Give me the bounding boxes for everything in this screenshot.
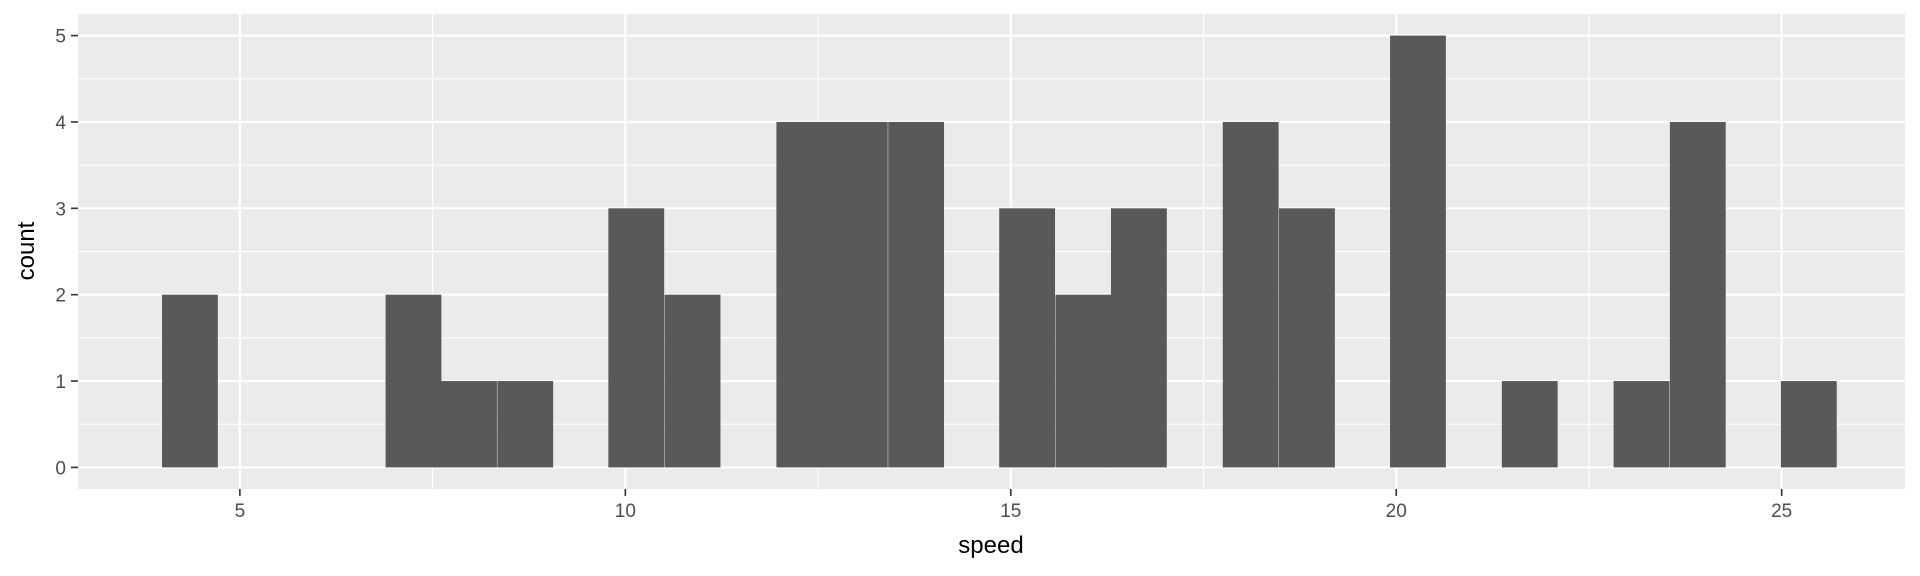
histogram-bar (1222, 121, 1279, 468)
x-tick-label: 15 (1000, 501, 1021, 522)
histogram-bar (385, 294, 442, 468)
histogram-bar (1055, 294, 1112, 468)
histogram-bar (497, 381, 554, 468)
y-tick-label: 1 (55, 372, 66, 393)
x-axis: 5 10 15 20 25 (235, 489, 1792, 522)
histogram-bars (162, 35, 1837, 468)
histogram-bar (1279, 208, 1335, 468)
x-axis-title: speed (958, 532, 1023, 559)
x-tick-label: 5 (235, 501, 246, 522)
histogram-bar (441, 381, 497, 468)
x-tick-label: 25 (1771, 501, 1792, 522)
histogram-bar (1613, 381, 1670, 468)
histogram-bar (162, 294, 218, 468)
histogram-bar (888, 121, 945, 468)
histogram-bar (1501, 381, 1558, 468)
histogram-bar (1669, 121, 1726, 468)
y-tick-label: 2 (55, 286, 66, 307)
histogram-bar (1780, 381, 1837, 468)
histogram-bar (608, 208, 665, 468)
histogram-bar (776, 121, 833, 468)
histogram-bar (831, 121, 888, 468)
histogram-bar (1110, 208, 1167, 468)
x-tick-label: 20 (1386, 501, 1407, 522)
y-tick-label: 5 (55, 27, 66, 48)
y-axis: 0 1 2 3 4 5 (55, 27, 78, 479)
y-tick-label: 0 (55, 458, 66, 479)
y-tick-label: 4 (55, 113, 66, 134)
histogram-bar (999, 208, 1056, 468)
histogram-bar (664, 294, 721, 468)
y-axis-title: count (13, 221, 40, 280)
x-tick-label: 10 (615, 501, 636, 522)
histogram-bar (1390, 35, 1446, 468)
y-tick-label: 3 (55, 199, 66, 220)
